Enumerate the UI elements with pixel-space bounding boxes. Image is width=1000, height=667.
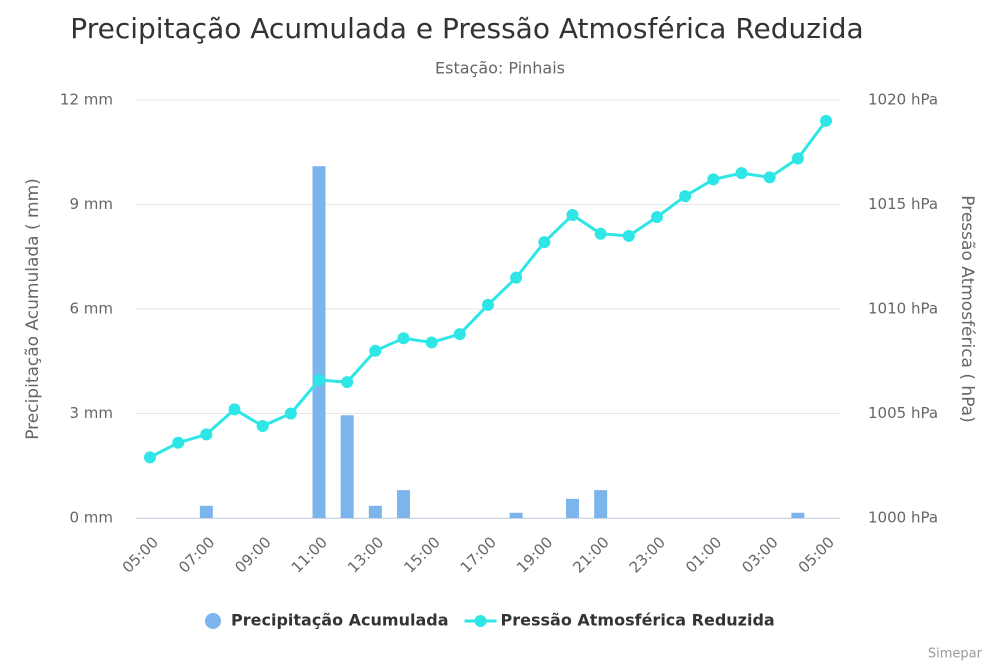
y-tick-label: 12 mm (60, 91, 113, 109)
point (791, 152, 804, 165)
line (149, 120, 828, 459)
point (679, 190, 692, 203)
point (313, 374, 325, 387)
point (369, 344, 382, 357)
y2-axis-title: Pressão Atmosférica ( hPa) (957, 195, 977, 422)
point (707, 173, 720, 186)
x-tick-label: 21:00 (569, 533, 612, 576)
point (172, 436, 185, 449)
point (228, 403, 241, 416)
legend-label: Pressão Atmosférica Reduzida (501, 611, 775, 630)
bar (791, 512, 805, 518)
x-tick-label: 17:00 (457, 533, 500, 576)
y2-tick-label: 1015 hPa (868, 195, 938, 213)
point (397, 332, 410, 345)
y2-tick-label: 1010 hPa (868, 300, 938, 318)
point (763, 171, 776, 184)
chart-subtitle: Estação: Pinhais (435, 59, 565, 78)
x-tick-label: 13:00 (344, 533, 387, 576)
point (651, 211, 663, 224)
point (594, 227, 607, 240)
y-axis-title: Precipitação Acumulada ( mm) (23, 178, 43, 440)
y-tick-label: 0 mm (69, 509, 113, 527)
point (735, 167, 748, 180)
x-tick-label: 07:00 (175, 533, 218, 576)
x-tick-label: 19:00 (513, 533, 556, 576)
y2-tick-label: 1020 hPa (868, 91, 938, 109)
legend-marker (205, 613, 221, 629)
x-tick-label: 01:00 (682, 533, 725, 576)
x-tick-label: 09:00 (231, 533, 274, 576)
point (144, 451, 156, 464)
x-tick-label: 03:00 (738, 533, 781, 576)
x-tick-label: 05:00 (795, 533, 838, 576)
bar (594, 490, 608, 518)
point (482, 298, 494, 311)
bar (368, 505, 382, 518)
bar (312, 166, 326, 518)
x-tick-label: 11:00 (288, 533, 331, 576)
credits: Simepar (928, 647, 983, 662)
point (622, 229, 635, 242)
y-tick-label: 9 mm (69, 195, 113, 213)
bar (199, 505, 213, 518)
point (200, 428, 213, 441)
y2-tick-label: 1005 hPa (868, 404, 938, 422)
x-tick-label: 23:00 (626, 533, 669, 576)
point (425, 336, 438, 349)
point (284, 407, 297, 420)
point (510, 271, 523, 284)
x-tick-label: 05:00 (119, 533, 162, 576)
bar (397, 490, 410, 518)
point (256, 420, 269, 433)
y2-tick-label: 1000 hPa (868, 509, 938, 527)
chart-title: Precipitação Acumulada e Pressão Atmosfé… (70, 12, 863, 45)
point (453, 328, 466, 341)
point (341, 376, 354, 389)
bar (509, 512, 523, 518)
point (566, 208, 579, 221)
point (538, 236, 551, 249)
bar (340, 415, 354, 518)
bar (566, 498, 579, 518)
y-tick-label: 6 mm (69, 300, 113, 318)
legend-label: Precipitação Acumulada (231, 611, 449, 630)
x-tick-label: 15:00 (400, 533, 443, 576)
y-tick-label: 3 mm (69, 404, 113, 422)
point (820, 114, 832, 127)
legend-marker (474, 615, 487, 627)
